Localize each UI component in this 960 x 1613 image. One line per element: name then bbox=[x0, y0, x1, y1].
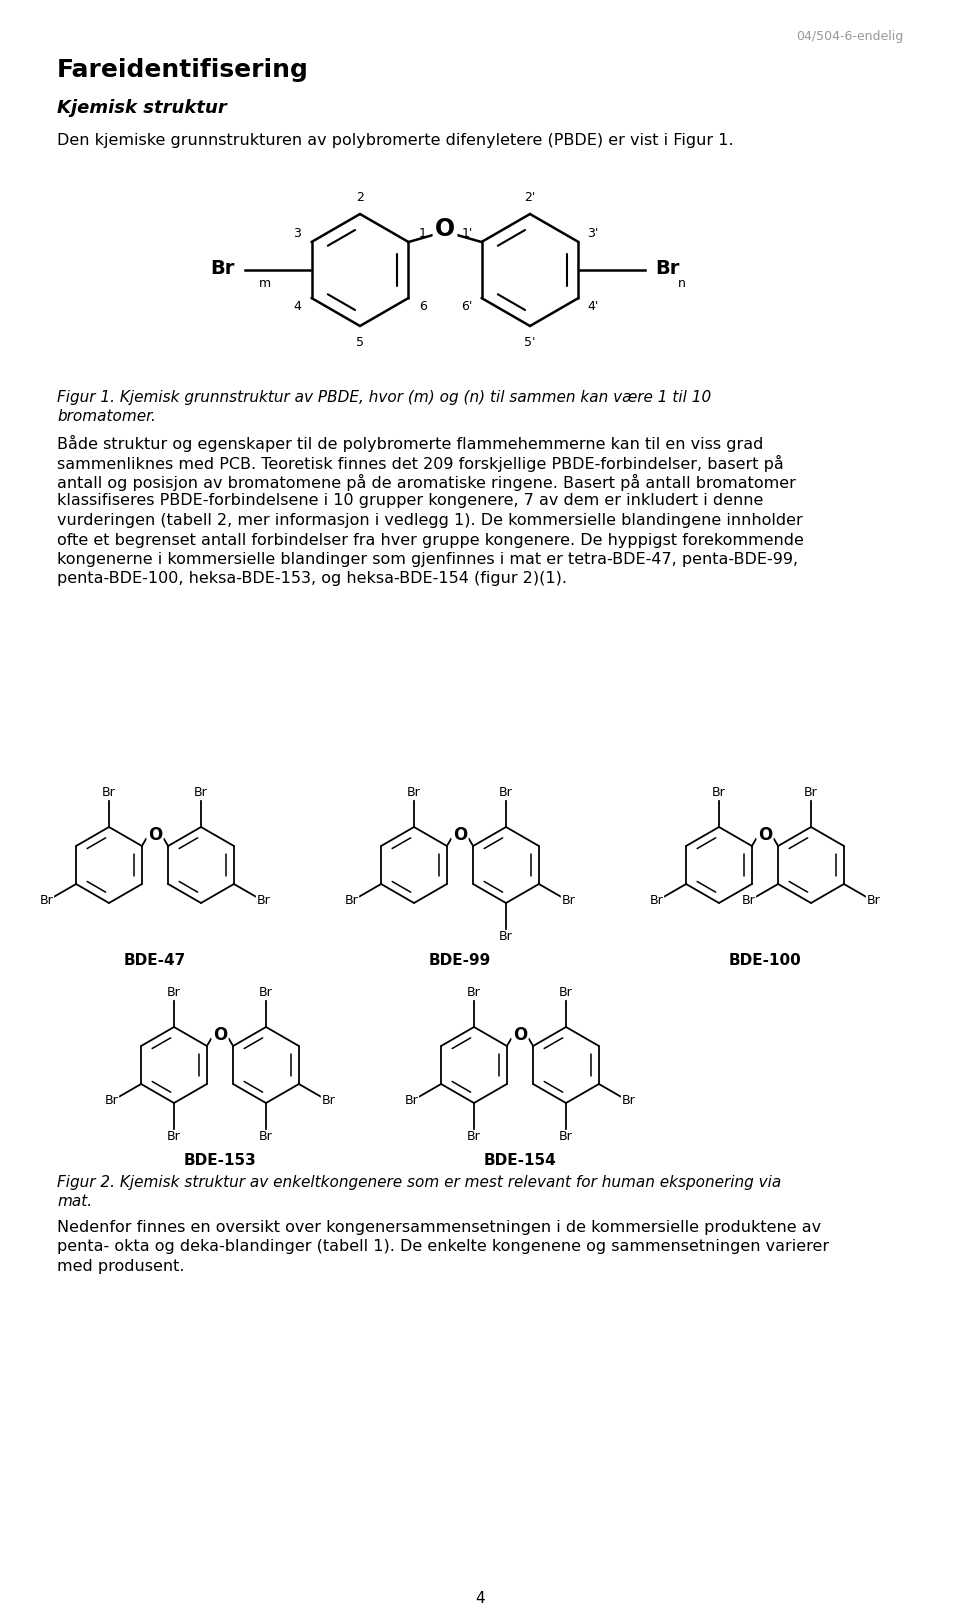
Text: Br: Br bbox=[322, 1095, 335, 1108]
Text: penta-BDE-100, heksa-BDE-153, og heksa-BDE-154 (figur 2)(1).: penta-BDE-100, heksa-BDE-153, og heksa-B… bbox=[57, 571, 567, 587]
Text: Den kjemiske grunnstrukturen av polybromerte difenyletere (PBDE) er vist i Figur: Den kjemiske grunnstrukturen av polybrom… bbox=[57, 132, 733, 148]
Text: n: n bbox=[678, 277, 685, 290]
Text: Br: Br bbox=[867, 895, 880, 908]
Text: penta- okta og deka-blandinger (tabell 1). De enkelte kongenene og sammensetning: penta- okta og deka-blandinger (tabell 1… bbox=[57, 1239, 829, 1255]
Text: BDE-47: BDE-47 bbox=[124, 953, 186, 968]
Text: Br: Br bbox=[742, 895, 756, 908]
Text: Br: Br bbox=[650, 895, 663, 908]
Text: BDE-154: BDE-154 bbox=[484, 1153, 557, 1168]
Text: O: O bbox=[435, 218, 455, 240]
Text: 1: 1 bbox=[420, 227, 427, 240]
Text: Br: Br bbox=[499, 931, 513, 944]
Text: bromatomer.: bromatomer. bbox=[57, 410, 156, 424]
Text: Br: Br bbox=[621, 1095, 636, 1108]
Text: 3': 3' bbox=[588, 227, 599, 240]
Text: Nedenfor finnes en oversikt over kongenersammensetningen i de kommersielle produ: Nedenfor finnes en oversikt over kongene… bbox=[57, 1219, 821, 1236]
Text: Br: Br bbox=[468, 987, 481, 1000]
Text: Br: Br bbox=[407, 787, 420, 800]
Text: 3: 3 bbox=[293, 227, 300, 240]
Text: 6: 6 bbox=[420, 300, 427, 313]
Text: Br: Br bbox=[259, 1131, 273, 1144]
Text: Figur 2. Kjemisk struktur av enkeltkongenere som er mest relevant for human eksp: Figur 2. Kjemisk struktur av enkeltkonge… bbox=[57, 1174, 781, 1190]
Text: 2: 2 bbox=[356, 190, 364, 203]
Text: O: O bbox=[513, 1026, 527, 1044]
Text: 5: 5 bbox=[356, 336, 364, 350]
Text: BDE-153: BDE-153 bbox=[183, 1153, 256, 1168]
Text: Br: Br bbox=[656, 258, 680, 277]
Text: 1': 1' bbox=[461, 227, 472, 240]
Text: Br: Br bbox=[102, 787, 116, 800]
Text: O: O bbox=[453, 826, 468, 844]
Text: ofte et begrenset antall forbindelser fra hver gruppe kongenere. De hyppigst for: ofte et begrenset antall forbindelser fr… bbox=[57, 532, 804, 547]
Text: Br: Br bbox=[712, 787, 726, 800]
Text: antall og posisjon av bromatomene på de aromatiske ringene. Basert på antall bro: antall og posisjon av bromatomene på de … bbox=[57, 474, 796, 490]
Text: Både struktur og egenskaper til de polybromerte flammehemmerne kan til en viss g: Både struktur og egenskaper til de polyb… bbox=[57, 436, 763, 452]
Text: Fareidentifisering: Fareidentifisering bbox=[57, 58, 309, 82]
Text: Br: Br bbox=[559, 987, 573, 1000]
Text: klassifiseres PBDE-forbindelsene i 10 grupper kongenere, 7 av dem er inkludert i: klassifiseres PBDE-forbindelsene i 10 gr… bbox=[57, 494, 763, 508]
Text: Br: Br bbox=[804, 787, 818, 800]
Text: Br: Br bbox=[194, 787, 208, 800]
Text: vurderingen (tabell 2, mer informasjon i vedlegg 1). De kommersielle blandingene: vurderingen (tabell 2, mer informasjon i… bbox=[57, 513, 803, 527]
Text: BDE-99: BDE-99 bbox=[429, 953, 492, 968]
Text: Br: Br bbox=[210, 258, 234, 277]
Text: m: m bbox=[258, 277, 271, 290]
Text: BDE-100: BDE-100 bbox=[729, 953, 802, 968]
Text: mat.: mat. bbox=[57, 1194, 92, 1210]
Text: Br: Br bbox=[559, 1131, 573, 1144]
Text: Br: Br bbox=[256, 895, 270, 908]
Text: 5': 5' bbox=[524, 336, 536, 350]
Text: Br: Br bbox=[259, 987, 273, 1000]
Text: Br: Br bbox=[167, 1131, 180, 1144]
Text: O: O bbox=[213, 1026, 228, 1044]
Text: Figur 1. Kjemisk grunnstruktur av PBDE, hvor (m) og (n) til sammen kan være 1 ti: Figur 1. Kjemisk grunnstruktur av PBDE, … bbox=[57, 390, 711, 405]
Text: Br: Br bbox=[405, 1095, 419, 1108]
Text: 2': 2' bbox=[524, 190, 536, 203]
Text: Br: Br bbox=[167, 987, 180, 1000]
Text: 4': 4' bbox=[588, 300, 599, 313]
Text: Br: Br bbox=[468, 1131, 481, 1144]
Text: O: O bbox=[148, 826, 162, 844]
Text: Br: Br bbox=[345, 895, 358, 908]
Text: Br: Br bbox=[105, 1095, 118, 1108]
Text: 4: 4 bbox=[293, 300, 300, 313]
Text: Br: Br bbox=[39, 895, 54, 908]
Text: 6': 6' bbox=[461, 300, 472, 313]
Text: 4: 4 bbox=[475, 1590, 485, 1607]
Text: sammenliknes med PCB. Teoretisk finnes det 209 forskjellige PBDE-forbindelser, b: sammenliknes med PCB. Teoretisk finnes d… bbox=[57, 455, 783, 471]
Text: kongenerne i kommersielle blandinger som gjenfinnes i mat er tetra-BDE-47, penta: kongenerne i kommersielle blandinger som… bbox=[57, 552, 798, 568]
Text: Br: Br bbox=[562, 895, 575, 908]
Text: 04/504-6-endelig: 04/504-6-endelig bbox=[796, 31, 903, 44]
Text: med produsent.: med produsent. bbox=[57, 1260, 184, 1274]
Text: Br: Br bbox=[499, 787, 513, 800]
Text: Kjemisk struktur: Kjemisk struktur bbox=[57, 98, 227, 118]
Text: O: O bbox=[757, 826, 772, 844]
